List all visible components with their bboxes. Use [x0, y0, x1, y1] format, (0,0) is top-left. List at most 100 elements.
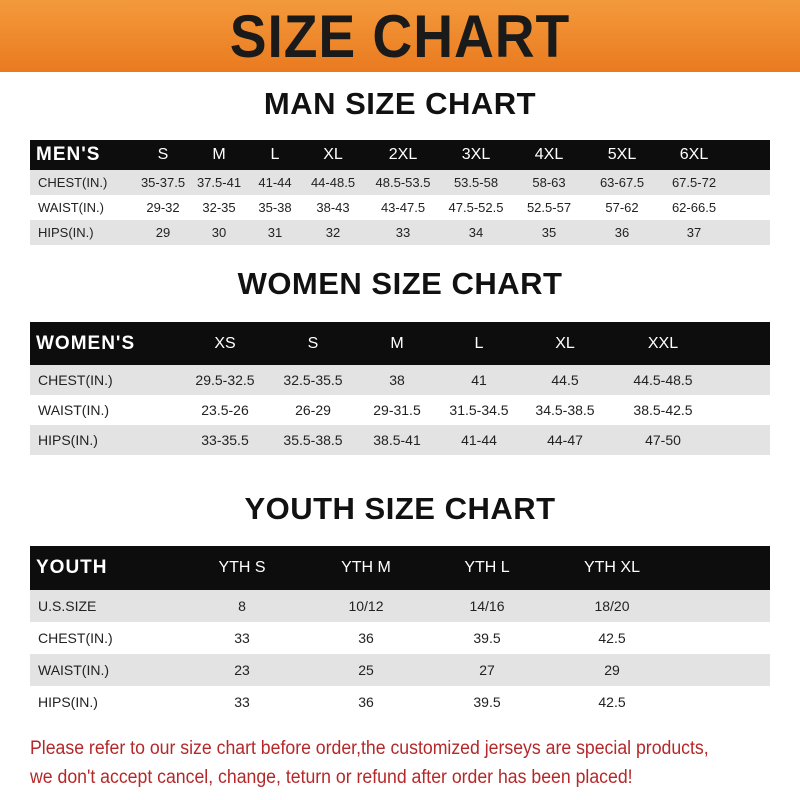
size-header: 4XL: [534, 146, 564, 163]
cell-value: 41: [471, 372, 487, 388]
cell-value: 41-44: [258, 175, 292, 190]
cell-value: 44-48.5: [310, 175, 356, 190]
cell-value: 32: [325, 225, 341, 240]
cell-value: 44.5: [551, 372, 579, 388]
row-label: HIPS(IN.): [38, 432, 98, 448]
cell-value: 39.5: [473, 694, 501, 710]
cell-value: 53.5-58: [453, 175, 499, 190]
cell-value: 41-44: [461, 432, 497, 448]
cell-value: 36: [614, 225, 630, 240]
row-label: U.S.SIZE: [38, 598, 97, 614]
notice-line: Please refer to our size chart before or…: [30, 738, 709, 759]
table-row: HIPS(IN.) 33-35.5 35.5-38.5 38.5-41 41-44 44-…: [30, 425, 770, 455]
size-header: L: [474, 334, 484, 352]
size-header: XS: [214, 334, 236, 352]
table-row: WAIST(IN.) 29-32 32-35 35-38 38-43 43-47.5 47.…: [30, 195, 770, 220]
cell-value: 31.5-34.5: [449, 402, 509, 418]
cell-value: 29.5-32.5: [195, 372, 255, 388]
women-size-table: WOMEN'S XS S M L XL XXL CHEST(IN.) 29.5-32.5 32.5…: [30, 322, 770, 455]
cell-value: 33: [234, 630, 250, 646]
cell-value: 29: [155, 225, 171, 240]
cell-value: 26-29: [295, 402, 331, 418]
size-header: XL: [555, 334, 575, 352]
cell-value: 35.5-38.5: [283, 432, 343, 448]
cell-value: 37.5-41: [196, 175, 242, 190]
cell-value: 43-47.5: [380, 200, 426, 215]
table-row: HIPS(IN.) 33 36 39.5 42.5: [30, 686, 770, 718]
table-row: CHEST(IN.) 29.5-32.5 32.5-35.5 38 41 44.5 44.5…: [30, 365, 770, 395]
cell-value: 48.5-53.5: [375, 175, 431, 190]
cell-value: 39.5: [473, 630, 501, 646]
size-header: S: [157, 146, 169, 163]
cell-value: 58-63: [532, 175, 566, 190]
size-header: XL: [323, 146, 343, 163]
size-header: YTH L: [464, 559, 510, 576]
cell-value: 34: [468, 225, 484, 240]
notice-line: we don't accept cancel, change, teturn o…: [30, 767, 633, 788]
size-header: YTH XL: [583, 559, 640, 576]
cell-value: 30: [211, 225, 227, 240]
cell-value: 38.5-42.5: [633, 402, 693, 418]
table-header-row: WOMEN'S XS S M L XL XXL: [30, 322, 770, 365]
table-row: CHEST(IN.) 35-37.5 37.5-41 41-44 44-48.5 48.5…: [30, 170, 770, 195]
cell-value: 29-31.5: [373, 402, 421, 418]
cell-value: 44-47: [547, 432, 583, 448]
cell-value: 18/20: [594, 598, 630, 614]
table-row: CHEST(IN.) 33 36 39.5 42.5: [30, 622, 770, 654]
cell-value: 38-43: [316, 200, 350, 215]
cell-value: 52.5-57: [526, 200, 572, 215]
row-label: WAIST(IN.): [38, 402, 110, 418]
cell-value: 38.5-41: [373, 432, 421, 448]
cell-value: 63-67.5: [599, 175, 645, 190]
cell-value: 27: [479, 662, 495, 678]
header-label: YOUTH: [36, 557, 108, 578]
cell-value: 29: [604, 662, 620, 678]
cell-value: 35: [541, 225, 557, 240]
men-title: MAN SIZE CHART: [263, 86, 537, 121]
cell-value: 10/12: [348, 598, 384, 614]
table-row: U.S.SIZE 8 10/12 14/16 18/20: [30, 590, 770, 622]
cell-value: 47.5-52.5: [448, 200, 504, 215]
size-header: 2XL: [388, 146, 418, 163]
cell-value: 67.5-72: [671, 175, 717, 190]
row-label: HIPS(IN.): [38, 225, 94, 240]
cell-value: 29-32: [146, 200, 180, 215]
cell-value: 42.5: [598, 630, 626, 646]
size-header: S: [307, 334, 319, 352]
cell-value: 25: [358, 662, 374, 678]
table-header-row: YOUTH YTH S YTH M YTH L YTH XL: [30, 546, 770, 590]
men-size-table: MEN'S S M L XL 2XL 3XL 4XL 5XL 6XL CHEST(IN.) 35-37…: [30, 140, 770, 245]
size-header: 6XL: [679, 146, 709, 163]
cell-value: 34.5-38.5: [535, 402, 595, 418]
cell-value: 36: [358, 694, 374, 710]
size-header: YTH M: [341, 559, 391, 576]
header-label: WOMEN'S: [36, 332, 136, 354]
cell-value: 35-37.5: [140, 175, 186, 190]
row-label: WAIST(IN.): [38, 662, 110, 678]
youth-title: YOUTH SIZE CHART: [244, 491, 556, 526]
row-label: HIPS(IN.): [38, 694, 98, 710]
order-notice: Please refer to our size chart before or…: [30, 734, 737, 792]
cell-value: 33: [234, 694, 250, 710]
size-header: M: [212, 146, 226, 163]
cell-value: 37: [686, 225, 702, 240]
cell-value: 23.5-26: [201, 402, 249, 418]
cell-value: 32-35: [202, 200, 236, 215]
size-chart-banner: SIZE CHART: [0, 0, 800, 72]
cell-value: 31: [267, 225, 283, 240]
women-title: WOMEN SIZE CHART: [237, 266, 563, 301]
cell-value: 42.5: [598, 694, 626, 710]
size-header: M: [390, 334, 404, 352]
cell-value: 14/16: [469, 598, 505, 614]
cell-value: 32.5-35.5: [283, 372, 343, 388]
table-row: HIPS(IN.) 29 30 31 32 33 34 35 36 37: [30, 220, 770, 245]
size-header: 3XL: [461, 146, 491, 163]
row-label: CHEST(IN.): [38, 630, 113, 646]
size-header: YTH S: [218, 559, 266, 576]
table-row: WAIST(IN.) 23.5-26 26-29 29-31.5 31.5-34.5 34…: [30, 395, 770, 425]
cell-value: 35-38: [258, 200, 292, 215]
size-header: L: [270, 146, 280, 163]
table-header-row: MEN'S S M L XL 2XL 3XL 4XL 5XL 6XL: [30, 140, 770, 170]
table-row: WAIST(IN.) 23 25 27 29: [30, 654, 770, 686]
row-label: CHEST(IN.): [38, 372, 113, 388]
